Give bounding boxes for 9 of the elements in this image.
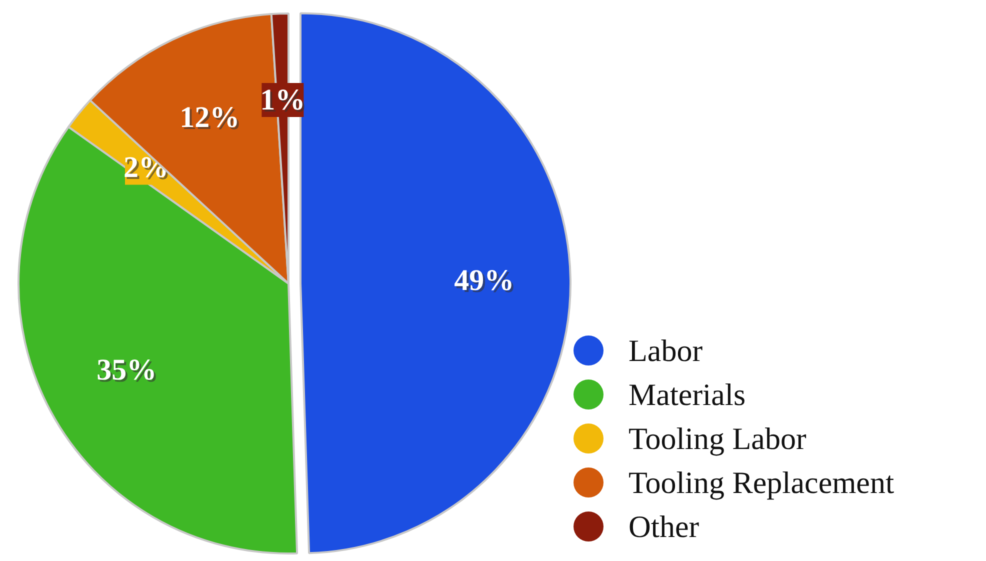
- legend-label: Labor: [628, 333, 704, 368]
- legend-label: Tooling Replacement: [628, 465, 894, 500]
- legend-label: Tooling Labor: [628, 421, 807, 456]
- data-label: 49%: [456, 266, 516, 299]
- data-label: 1%: [262, 85, 308, 118]
- data-label: 12%: [182, 103, 242, 136]
- legend-label: Materials: [628, 377, 746, 412]
- data-label: 35%: [98, 356, 159, 389]
- legend-label: Other: [628, 509, 700, 544]
